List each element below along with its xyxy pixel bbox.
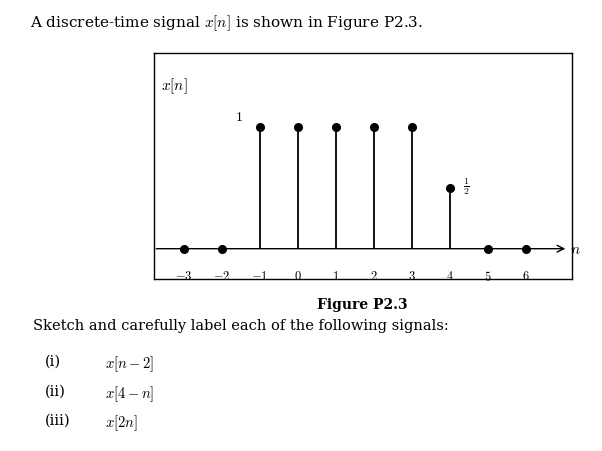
Text: $n$: $n$ bbox=[570, 242, 581, 256]
Text: (i): (i) bbox=[45, 354, 61, 368]
Text: $0$: $0$ bbox=[294, 270, 302, 283]
Text: $x[4-n]$: $x[4-n]$ bbox=[105, 383, 155, 403]
Text: $5$: $5$ bbox=[485, 270, 492, 284]
Text: $2$: $2$ bbox=[370, 270, 378, 283]
Text: $x[n-2]$: $x[n-2]$ bbox=[105, 354, 155, 373]
Text: $1$: $1$ bbox=[235, 110, 243, 124]
Text: (iii): (iii) bbox=[45, 413, 71, 427]
Text: $x[n]$: $x[n]$ bbox=[161, 76, 188, 96]
Text: A discrete-time signal $x[n]$ is shown in Figure P2.3.: A discrete-time signal $x[n]$ is shown i… bbox=[30, 14, 423, 33]
Text: $-1$: $-1$ bbox=[252, 270, 268, 283]
Text: $4$: $4$ bbox=[446, 270, 454, 283]
Text: $3$: $3$ bbox=[408, 270, 416, 283]
Text: $-2$: $-2$ bbox=[213, 270, 231, 283]
Text: $-3$: $-3$ bbox=[175, 270, 193, 283]
Text: $\frac{1}{2}$: $\frac{1}{2}$ bbox=[464, 175, 470, 196]
Text: $1$: $1$ bbox=[332, 270, 340, 283]
Text: $6$: $6$ bbox=[523, 270, 530, 283]
Text: Figure P2.3: Figure P2.3 bbox=[317, 298, 408, 312]
Text: $x[2n]$: $x[2n]$ bbox=[105, 413, 138, 432]
Text: Sketch and carefully label each of the following signals:: Sketch and carefully label each of the f… bbox=[33, 318, 449, 332]
Text: (ii): (ii) bbox=[45, 383, 66, 397]
